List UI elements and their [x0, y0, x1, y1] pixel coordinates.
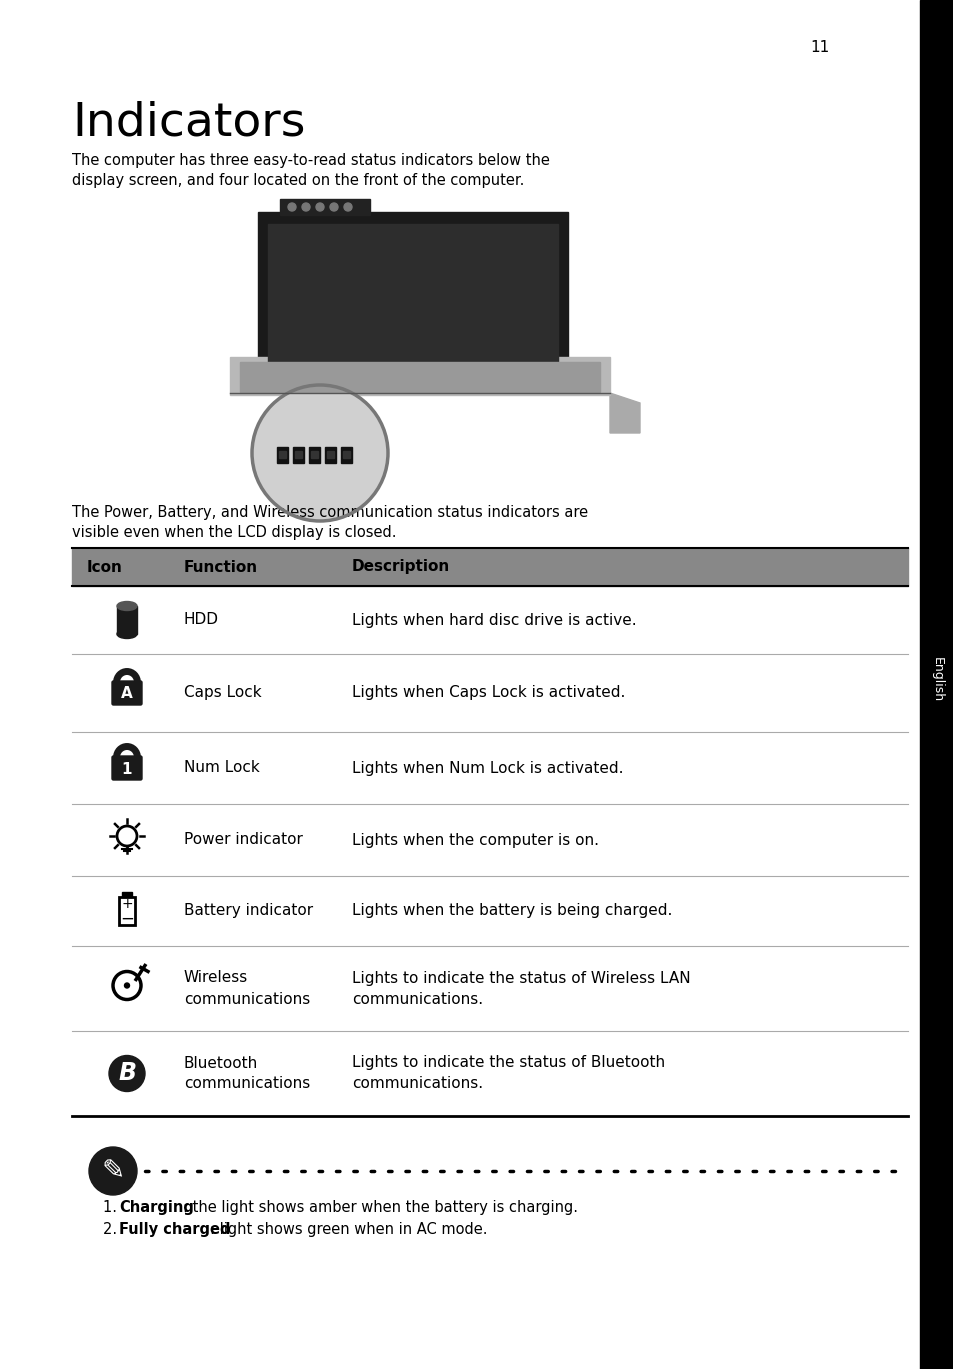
Text: Wireless
communications: Wireless communications [184, 971, 310, 1006]
Text: : the light shows amber when the battery is charging.: : the light shows amber when the battery… [183, 1201, 578, 1216]
Text: Bluetooth
communications: Bluetooth communications [184, 1055, 310, 1091]
Circle shape [302, 203, 310, 211]
Text: The computer has three easy-to-read status indicators below the: The computer has three easy-to-read stat… [71, 153, 549, 168]
Bar [294, 450, 302, 459]
Text: Lights when the computer is on.: Lights when the computer is on. [352, 832, 598, 847]
Text: A: A [121, 686, 132, 701]
Circle shape [252, 385, 388, 522]
Bar [117, 606, 137, 634]
Text: Lights when Caps Lock is activated.: Lights when Caps Lock is activated. [352, 686, 625, 701]
Text: Charging: Charging [119, 1201, 193, 1216]
Text: : light shows green when in AC mode.: : light shows green when in AC mode. [210, 1223, 487, 1238]
Circle shape [109, 1055, 145, 1091]
Text: Indicators: Indicators [71, 100, 305, 145]
Text: −: − [120, 910, 133, 928]
Ellipse shape [117, 630, 137, 638]
Text: display screen, and four located on the front of the computer.: display screen, and four located on the … [71, 172, 524, 188]
Bar [293, 448, 304, 463]
Circle shape [89, 1147, 137, 1195]
Polygon shape [609, 393, 639, 433]
Bar [325, 448, 335, 463]
Bar [240, 361, 599, 392]
Bar [327, 450, 334, 459]
Text: Caps Lock: Caps Lock [184, 686, 261, 701]
Bar [309, 448, 319, 463]
Text: 2.: 2. [103, 1223, 122, 1238]
Bar [268, 225, 558, 382]
Bar [230, 357, 609, 396]
Circle shape [315, 203, 324, 211]
Circle shape [288, 203, 295, 211]
Text: 1: 1 [122, 761, 132, 776]
Bar [119, 897, 135, 925]
Text: 1.: 1. [103, 1201, 121, 1216]
Text: English: English [929, 657, 943, 702]
Bar [919, 0, 953, 1369]
Text: Icon: Icon [87, 560, 123, 575]
Text: ✎: ✎ [101, 1157, 125, 1186]
Text: Num Lock: Num Lock [184, 761, 259, 775]
Text: B: B [119, 1061, 137, 1086]
Bar [122, 893, 132, 897]
Bar [340, 448, 352, 463]
Circle shape [344, 203, 352, 211]
Circle shape [125, 983, 130, 988]
Text: Description: Description [352, 560, 450, 575]
Bar [257, 212, 567, 390]
Bar [71, 548, 907, 586]
Bar [311, 450, 317, 459]
FancyBboxPatch shape [112, 756, 142, 780]
Text: Lights when Num Lock is activated.: Lights when Num Lock is activated. [352, 761, 623, 775]
Text: Lights when the battery is being charged.: Lights when the battery is being charged… [352, 904, 672, 919]
Text: HDD: HDD [184, 612, 219, 627]
Bar [343, 450, 350, 459]
Text: Power indicator: Power indicator [184, 832, 302, 847]
Text: 11: 11 [809, 41, 829, 56]
Text: +: + [121, 897, 132, 910]
Ellipse shape [117, 601, 137, 611]
FancyBboxPatch shape [112, 680, 142, 705]
Bar [276, 448, 288, 463]
Text: Lights to indicate the status of Wireless LAN
communications.: Lights to indicate the status of Wireles… [352, 971, 690, 1006]
Bar [278, 450, 286, 459]
Bar [280, 199, 370, 215]
Text: visible even when the LCD display is closed.: visible even when the LCD display is clo… [71, 524, 396, 539]
Text: The Power, Battery, and Wireless communication status indicators are: The Power, Battery, and Wireless communi… [71, 505, 587, 520]
Circle shape [330, 203, 337, 211]
Text: Function: Function [184, 560, 258, 575]
Text: Battery indicator: Battery indicator [184, 904, 313, 919]
Text: Fully charged: Fully charged [119, 1223, 231, 1238]
Text: Lights when hard disc drive is active.: Lights when hard disc drive is active. [352, 612, 636, 627]
Text: Lights to indicate the status of Bluetooth
communications.: Lights to indicate the status of Bluetoo… [352, 1055, 664, 1091]
